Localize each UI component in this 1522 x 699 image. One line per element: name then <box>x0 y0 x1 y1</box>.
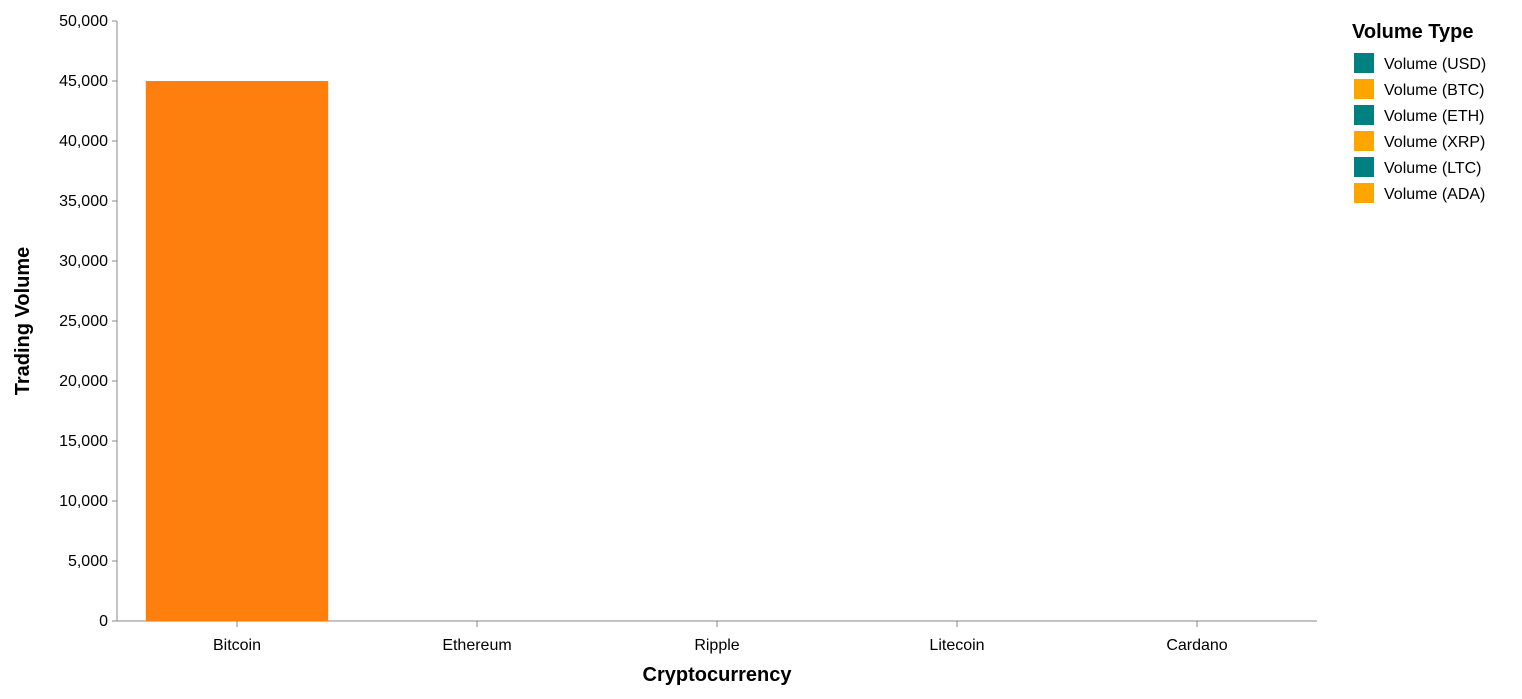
y-axis-title: Trading Volume <box>12 247 34 396</box>
legend-swatch <box>1354 131 1374 151</box>
y-tick-label: 40,000 <box>59 133 108 150</box>
x-tick-label: Ethereum <box>442 637 511 654</box>
y-tick-label: 25,000 <box>59 313 108 330</box>
legend-label: Volume (LTC) <box>1384 160 1482 177</box>
legend-label: Volume (ETH) <box>1384 108 1484 125</box>
legend-label: Volume (BTC) <box>1384 82 1484 99</box>
x-tick-label: Bitcoin <box>213 637 261 654</box>
x-axis: Bitcoin Ethereum Ripple Litecoin Cardano <box>117 620 1317 654</box>
legend-swatch <box>1354 183 1374 203</box>
y-tick-label: 10,000 <box>59 493 108 510</box>
legend-swatch <box>1354 105 1374 125</box>
y-tick-label: 0 <box>99 613 108 630</box>
legend-swatch <box>1354 157 1374 177</box>
y-tick-label: 5,000 <box>68 553 108 570</box>
y-tick-label: 50,000 <box>59 13 108 30</box>
y-axis: 0 5,000 10,000 15,000 20,000 25,000 30,000 35,0… <box>59 13 118 630</box>
y-tick-label: 20,000 <box>59 373 108 390</box>
x-tick-label: Ripple <box>694 637 739 654</box>
x-tick-label: Cardano <box>1166 637 1227 654</box>
legend-swatch <box>1354 79 1374 99</box>
legend-swatch <box>1354 53 1374 73</box>
legend-label: Volume (USD) <box>1384 56 1486 73</box>
bars <box>145 81 329 621</box>
legend: Volume Type Volume (USD) Volume (BTC) Volu… <box>1352 21 1486 203</box>
x-axis-title: Cryptocurrency <box>643 664 793 686</box>
y-tick-label: 35,000 <box>59 193 108 210</box>
y-tick-label: 15,000 <box>59 433 108 450</box>
legend-label: Volume (XRP) <box>1384 134 1485 151</box>
x-tick-label: Litecoin <box>929 637 984 654</box>
legend-label: Volume (ADA) <box>1384 186 1485 203</box>
y-tick-label: 30,000 <box>59 253 108 270</box>
y-tick-label: 45,000 <box>59 73 108 90</box>
legend-title: Volume Type <box>1352 21 1474 43</box>
bar-bitcoin <box>145 81 329 621</box>
